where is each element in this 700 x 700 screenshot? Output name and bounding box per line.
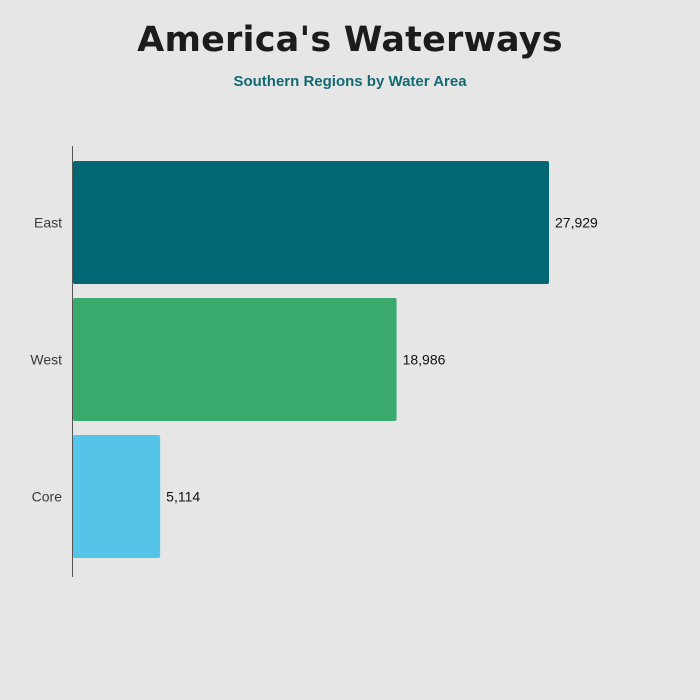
chart-subtitle: Southern Regions by Water Area (233, 73, 467, 90)
bar-core (73, 435, 161, 558)
category-label-core: Core (32, 489, 63, 505)
category-label-east: East (34, 215, 62, 231)
chart-title: America's Waterways (137, 20, 563, 60)
value-label-east: 27,929 (555, 215, 598, 231)
value-label-core: 5,114 (166, 489, 200, 505)
category-label-west: West (30, 352, 62, 368)
bar-west (73, 298, 397, 421)
value-label-west: 18,986 (403, 352, 446, 368)
bar-east (73, 161, 549, 284)
